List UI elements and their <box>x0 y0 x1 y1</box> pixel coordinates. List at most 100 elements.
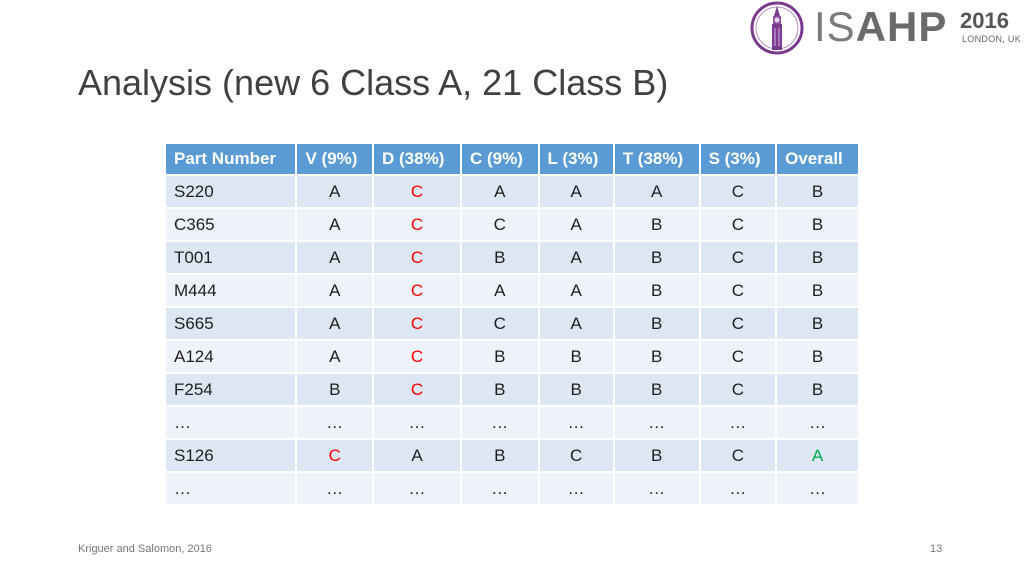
table-row: S665 A C C A B C B <box>166 308 858 339</box>
grade-cell: C <box>374 176 460 207</box>
grade-cell: A <box>539 275 613 306</box>
grade-cell: A <box>461 275 538 306</box>
grade-cell: A <box>374 440 460 471</box>
grade-cell: A <box>297 275 373 306</box>
grade-cell: B <box>777 176 858 207</box>
grade-cell: … <box>777 473 858 504</box>
grade-cell: B <box>614 275 699 306</box>
big-ben-emblem-icon <box>750 1 804 55</box>
table-row: A124 A C B B B C B <box>166 341 858 372</box>
grade-cell: … <box>539 473 613 504</box>
logo-name: AHP <box>855 3 948 50</box>
grade-cell: B <box>777 209 858 240</box>
part-number-cell: … <box>166 407 296 438</box>
grade-cell: B <box>614 308 699 339</box>
grade-cell: B <box>777 308 858 339</box>
part-number-cell: F254 <box>166 374 296 405</box>
grade-cell: A <box>539 209 613 240</box>
isahp-logo: ISAHP 2016 LONDON, UK <box>748 0 1024 56</box>
part-number-cell: M444 <box>166 275 296 306</box>
grade-cell: C <box>374 341 460 372</box>
grade-cell: A <box>461 176 538 207</box>
grade-cell: C <box>700 440 776 471</box>
grade-cell: … <box>461 407 538 438</box>
table-body: S220 A C A A A C B C365 A C C A B C B T001 A C B A B C B M444 A C A… <box>166 176 858 504</box>
grade-cell: B <box>614 374 699 405</box>
grade-cell: … <box>539 407 613 438</box>
grade-cell: C <box>374 275 460 306</box>
logo-place: LONDON, UK <box>962 34 1022 44</box>
grade-cell: B <box>777 341 858 372</box>
grade-cell: C <box>700 374 776 405</box>
slide-number: 13 <box>930 543 943 555</box>
grade-cell: C <box>461 209 538 240</box>
table-row: C365 A C C A B C B <box>166 209 858 240</box>
grade-cell: C <box>700 341 776 372</box>
column-header: S (3%) <box>700 144 776 174</box>
grade-cell: C <box>700 275 776 306</box>
grade-cell: C <box>461 308 538 339</box>
column-header: V (9%) <box>297 144 373 174</box>
table-row: …………………… <box>166 473 858 504</box>
grade-cell: A <box>539 308 613 339</box>
grade-cell: A <box>539 176 613 207</box>
grade-cell: A <box>614 176 699 207</box>
grade-cell: B <box>297 374 373 405</box>
part-number-cell: C365 <box>166 209 296 240</box>
grade-cell: B <box>777 275 858 306</box>
grade-cell: C <box>374 209 460 240</box>
grade-cell: … <box>374 473 460 504</box>
grade-cell: C <box>700 176 776 207</box>
part-number-cell: S665 <box>166 308 296 339</box>
grade-cell: B <box>461 440 538 471</box>
grade-cell: C <box>539 440 613 471</box>
grade-cell: … <box>614 407 699 438</box>
column-header: L (3%) <box>539 144 613 174</box>
column-header: D (38%) <box>374 144 460 174</box>
grade-cell: B <box>777 242 858 273</box>
grade-cell: C <box>700 308 776 339</box>
table-row: F254 B C B B B C B <box>166 374 858 405</box>
grade-cell: A <box>539 242 613 273</box>
grade-cell: … <box>700 407 776 438</box>
grade-cell: A <box>297 242 373 273</box>
column-header: Overall <box>777 144 858 174</box>
grade-cell: … <box>461 473 538 504</box>
grade-cell: B <box>614 341 699 372</box>
slide-title: Analysis (new 6 Class A, 21 Class B) <box>78 62 669 103</box>
grade-cell: B <box>539 341 613 372</box>
grade-cell: … <box>297 407 373 438</box>
grade-cell: A <box>297 308 373 339</box>
grade-cell: A <box>297 341 373 372</box>
grade-cell: C <box>374 308 460 339</box>
footer-source: Kriguer and Salomon, 2016 <box>78 543 212 555</box>
grade-cell: … <box>777 407 858 438</box>
grade-cell: … <box>297 473 373 504</box>
grade-cell: B <box>461 374 538 405</box>
table-header-row: Part Number V (9%) D (38%) C (9%) L (3%) T (3… <box>166 144 858 174</box>
part-number-cell: … <box>166 473 296 504</box>
table-row: …………………… <box>166 407 858 438</box>
part-number-cell: A124 <box>166 341 296 372</box>
grade-cell: B <box>614 440 699 471</box>
logo-prefix: IS <box>814 3 856 50</box>
column-header: Part Number <box>166 144 296 174</box>
grade-cell: B <box>777 374 858 405</box>
column-header: C (9%) <box>461 144 538 174</box>
column-header: T (38%) <box>614 144 699 174</box>
logo-year: 2016 <box>960 8 1009 33</box>
analysis-table: Part Number V (9%) D (38%) C (9%) L (3%) T (3… <box>164 142 860 506</box>
grade-cell: B <box>461 242 538 273</box>
table-row: S126 C A B C B C A <box>166 440 858 471</box>
grade-cell: C <box>374 374 460 405</box>
grade-cell: C <box>700 209 776 240</box>
grade-cell: B <box>614 209 699 240</box>
part-number-cell: S220 <box>166 176 296 207</box>
table-row: S220 A C A A A C B <box>166 176 858 207</box>
grade-cell: … <box>374 407 460 438</box>
grade-cell: C <box>374 242 460 273</box>
table-row: M444 A C A A B C B <box>166 275 858 306</box>
table-row: T001 A C B A B C B <box>166 242 858 273</box>
grade-cell: C <box>297 440 373 471</box>
grade-cell: A <box>297 209 373 240</box>
